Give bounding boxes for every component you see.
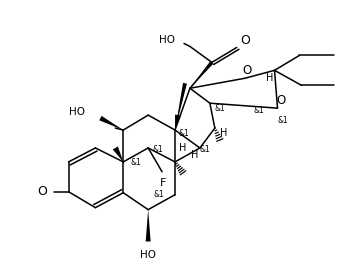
Text: &1: &1: [152, 145, 163, 155]
Text: HO: HO: [159, 36, 175, 46]
Text: H: H: [179, 143, 187, 153]
Text: &1: &1: [178, 128, 189, 138]
Text: HO: HO: [140, 250, 156, 260]
Text: H: H: [191, 150, 199, 160]
Polygon shape: [190, 61, 213, 88]
Text: &1: &1: [130, 158, 141, 167]
Polygon shape: [113, 147, 123, 162]
Text: &1: &1: [278, 116, 288, 125]
Text: H: H: [220, 128, 227, 138]
Text: O: O: [37, 185, 47, 198]
Polygon shape: [175, 115, 181, 130]
Polygon shape: [146, 210, 151, 242]
Text: H: H: [266, 73, 273, 83]
Polygon shape: [175, 83, 187, 130]
Text: HO: HO: [70, 107, 85, 117]
Text: O: O: [242, 64, 251, 77]
Text: O: O: [277, 94, 286, 107]
Text: F: F: [160, 178, 166, 188]
Text: &1: &1: [254, 106, 264, 115]
Polygon shape: [99, 116, 123, 130]
Text: O: O: [241, 34, 251, 47]
Text: &1: &1: [153, 190, 164, 199]
Text: &1: &1: [200, 145, 211, 155]
Text: &1: &1: [215, 104, 226, 113]
